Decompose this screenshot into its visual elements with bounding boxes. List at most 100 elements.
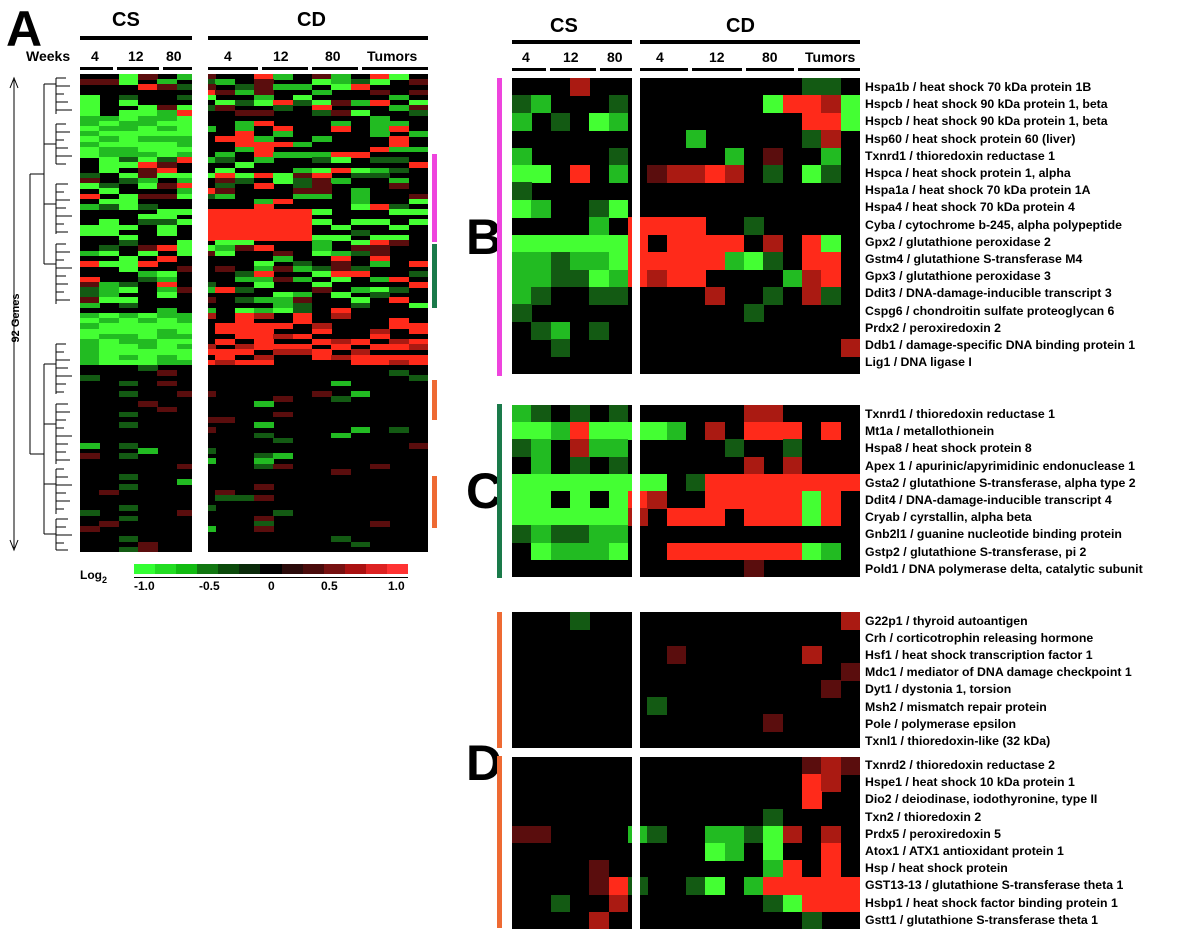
legend-swatch (176, 564, 198, 574)
heatmap-cell (138, 354, 158, 361)
heatmap-cell (389, 276, 410, 283)
heatmap-cell (608, 491, 629, 509)
heatmap-cell (782, 473, 803, 492)
heatmap-cell (292, 261, 313, 267)
heatmap-cell (821, 825, 842, 844)
heatmap-cell (331, 354, 352, 361)
heatmap-cell (840, 339, 861, 358)
heatmap-cell (157, 380, 178, 387)
heatmap-cell (254, 526, 274, 532)
heatmap-cell (234, 219, 255, 226)
heatmap-cell (550, 234, 571, 253)
heatmap-cell (608, 473, 629, 492)
heatmap-cell (331, 151, 352, 158)
heatmap-cell (273, 224, 294, 231)
heatmap-cell (350, 354, 371, 361)
gene-label: Cryab / cyrstallin, alpha beta (865, 510, 1032, 525)
heatmap-cell (273, 131, 294, 137)
heatmap-cell (254, 172, 274, 179)
heatmap-cell (512, 147, 532, 166)
heatmap-cell (724, 542, 745, 561)
heatmap-cell (408, 193, 429, 200)
heatmap-cell (292, 224, 313, 231)
heatmap-cell (138, 203, 158, 210)
heatmap-cell (331, 79, 352, 85)
gene-label: Gpx3 / glutathione peroxidase 3 (865, 269, 1051, 284)
heatmap-cell (118, 162, 139, 168)
heatmap-cell (157, 323, 178, 330)
heatmap-cell (138, 313, 158, 319)
heatmap-cell (292, 151, 313, 158)
gene-label: Mt1a / metallothionein (865, 424, 995, 439)
heatmap-cell (312, 89, 332, 96)
panel-a-cs-label: CS (112, 9, 140, 31)
heatmap-cell (215, 250, 236, 257)
gene-label: Hspa1a / heat shock 70 kDa protein 1A (865, 183, 1091, 198)
heatmap-cell (370, 359, 390, 366)
heatmap-cell (234, 287, 255, 293)
heatmap-cell (292, 219, 313, 226)
heatmap-cell (512, 491, 532, 509)
heatmap-cell (647, 252, 668, 271)
heatmap-cell (550, 321, 571, 340)
heatmap-cell (157, 162, 178, 168)
heatmap-cell (331, 276, 352, 283)
heatmap-cell (550, 508, 571, 526)
heatmap-cell (138, 261, 158, 267)
heatmap-cell (608, 112, 629, 131)
heatmap-cell (292, 94, 313, 101)
heatmap-cell (138, 219, 158, 226)
heatmap-cell (608, 422, 629, 440)
heatmap-cell (157, 120, 178, 127)
heatmap-cell (80, 281, 100, 288)
heatmap-cell (821, 269, 842, 288)
right-cd-bar (640, 40, 860, 44)
heatmap-cell (234, 240, 255, 246)
heatmap-cell (80, 224, 100, 231)
heatmap-cell (570, 456, 590, 475)
heatmap-cell (273, 229, 294, 236)
heatmap-cell (234, 89, 255, 96)
legend-swatch (134, 564, 156, 574)
heatmap-cell (331, 266, 352, 272)
heatmap-cell (686, 165, 706, 183)
heatmap-cell (118, 203, 139, 210)
heatmap-cell (176, 266, 197, 272)
heatmap-cell (821, 473, 842, 492)
heatmap-cell (254, 463, 274, 470)
heatmap-cell (118, 146, 139, 153)
heatmap-cell (370, 333, 390, 340)
heatmap-cell (138, 74, 158, 80)
heatmap-cell (118, 120, 139, 127)
heatmap-cell (389, 167, 410, 174)
heatmap-cell (80, 79, 100, 85)
gene-label: Atox1 / ATX1 antioxidant protein 1 (865, 844, 1064, 858)
heatmap-cell (331, 120, 352, 127)
panel-a-cd-tick-12: 12 (273, 48, 289, 64)
panel-a-cd-bar (208, 36, 428, 40)
heatmap-cell (331, 125, 352, 132)
heatmap-cell (312, 390, 332, 397)
gene-label: Txnrd2 / thioredoxin reductase 2 (865, 758, 1055, 772)
panel-letter-a: A (6, 1, 43, 57)
panel-a-cd-tick-4: 4 (224, 48, 232, 64)
heatmap-cell (331, 307, 352, 314)
heatmap-cell (312, 193, 332, 200)
heatmap-cell (80, 94, 100, 101)
heatmap-cell (724, 473, 745, 492)
heatmap-cell (512, 525, 532, 544)
legend-swatch (344, 564, 367, 574)
heatmap-cell (389, 344, 410, 350)
gene-label: Msh2 / mismatch repair protein (865, 699, 1047, 714)
heatmap-cell (350, 188, 371, 194)
heatmap-cell (99, 203, 120, 210)
heatmap-cell (292, 313, 313, 319)
heatmap-cell (389, 74, 410, 80)
heatmap-cell (273, 437, 294, 444)
heatmap-cell (370, 219, 390, 226)
legend-tick-0: 0 (268, 579, 275, 593)
heatmap-cell (763, 422, 784, 440)
heatmap-cell (118, 131, 139, 137)
heatmap-cell (273, 266, 294, 272)
heatmap-cell (705, 286, 726, 305)
